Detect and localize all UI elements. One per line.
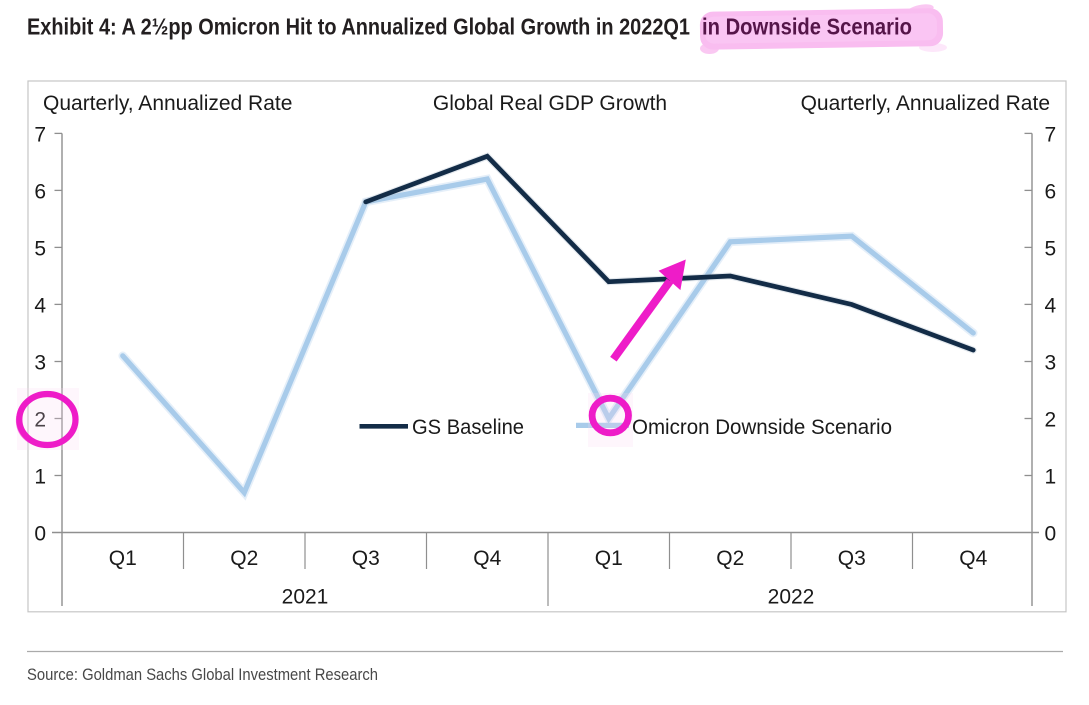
svg-text:Q2: Q2	[716, 547, 744, 570]
svg-text:Quarterly, Annualized Rate: Quarterly, Annualized Rate	[43, 92, 292, 115]
svg-text:Q4: Q4	[959, 547, 987, 570]
svg-text:3: 3	[1045, 352, 1057, 375]
svg-text:3: 3	[34, 352, 46, 375]
svg-text:4: 4	[1045, 294, 1057, 317]
svg-text:Q3: Q3	[352, 547, 380, 570]
svg-text:1: 1	[34, 466, 46, 489]
svg-text:7: 7	[34, 123, 46, 146]
svg-text:2: 2	[1045, 409, 1057, 432]
svg-text:2: 2	[34, 409, 46, 432]
svg-text:Omicron Downside Scenario: Omicron Downside Scenario	[632, 416, 892, 439]
svg-text:5: 5	[1045, 237, 1057, 260]
svg-text:Source: Goldman Sachs Global I: Source: Goldman Sachs Global Investment …	[27, 665, 378, 684]
svg-text:Q4: Q4	[473, 547, 501, 570]
svg-text:7: 7	[1045, 123, 1057, 146]
svg-text:0: 0	[1045, 523, 1057, 546]
svg-text:Q1: Q1	[109, 547, 137, 570]
svg-text:2022: 2022	[768, 585, 815, 608]
svg-text:6: 6	[1045, 180, 1057, 203]
svg-text:0: 0	[34, 523, 46, 546]
svg-text:5: 5	[34, 237, 46, 260]
svg-text:4: 4	[34, 294, 46, 317]
svg-text:Q1: Q1	[595, 547, 623, 570]
svg-text:Q3: Q3	[838, 547, 866, 570]
svg-text:Global Real GDP Growth: Global Real GDP Growth	[433, 92, 667, 115]
svg-text:1: 1	[1045, 466, 1057, 489]
svg-text:GS Baseline: GS Baseline	[412, 416, 524, 439]
svg-text:2021: 2021	[282, 585, 329, 608]
svg-text:6: 6	[34, 180, 46, 203]
svg-text:Quarterly, Annualized Rate: Quarterly, Annualized Rate	[801, 92, 1050, 115]
svg-text:Q2: Q2	[230, 547, 258, 570]
svg-text:in Downside Scenario: in Downside Scenario	[702, 14, 912, 40]
svg-text:Exhibit 4: A 2½pp Omicron Hit: Exhibit 4: A 2½pp Omicron Hit to Annuali…	[27, 14, 690, 40]
